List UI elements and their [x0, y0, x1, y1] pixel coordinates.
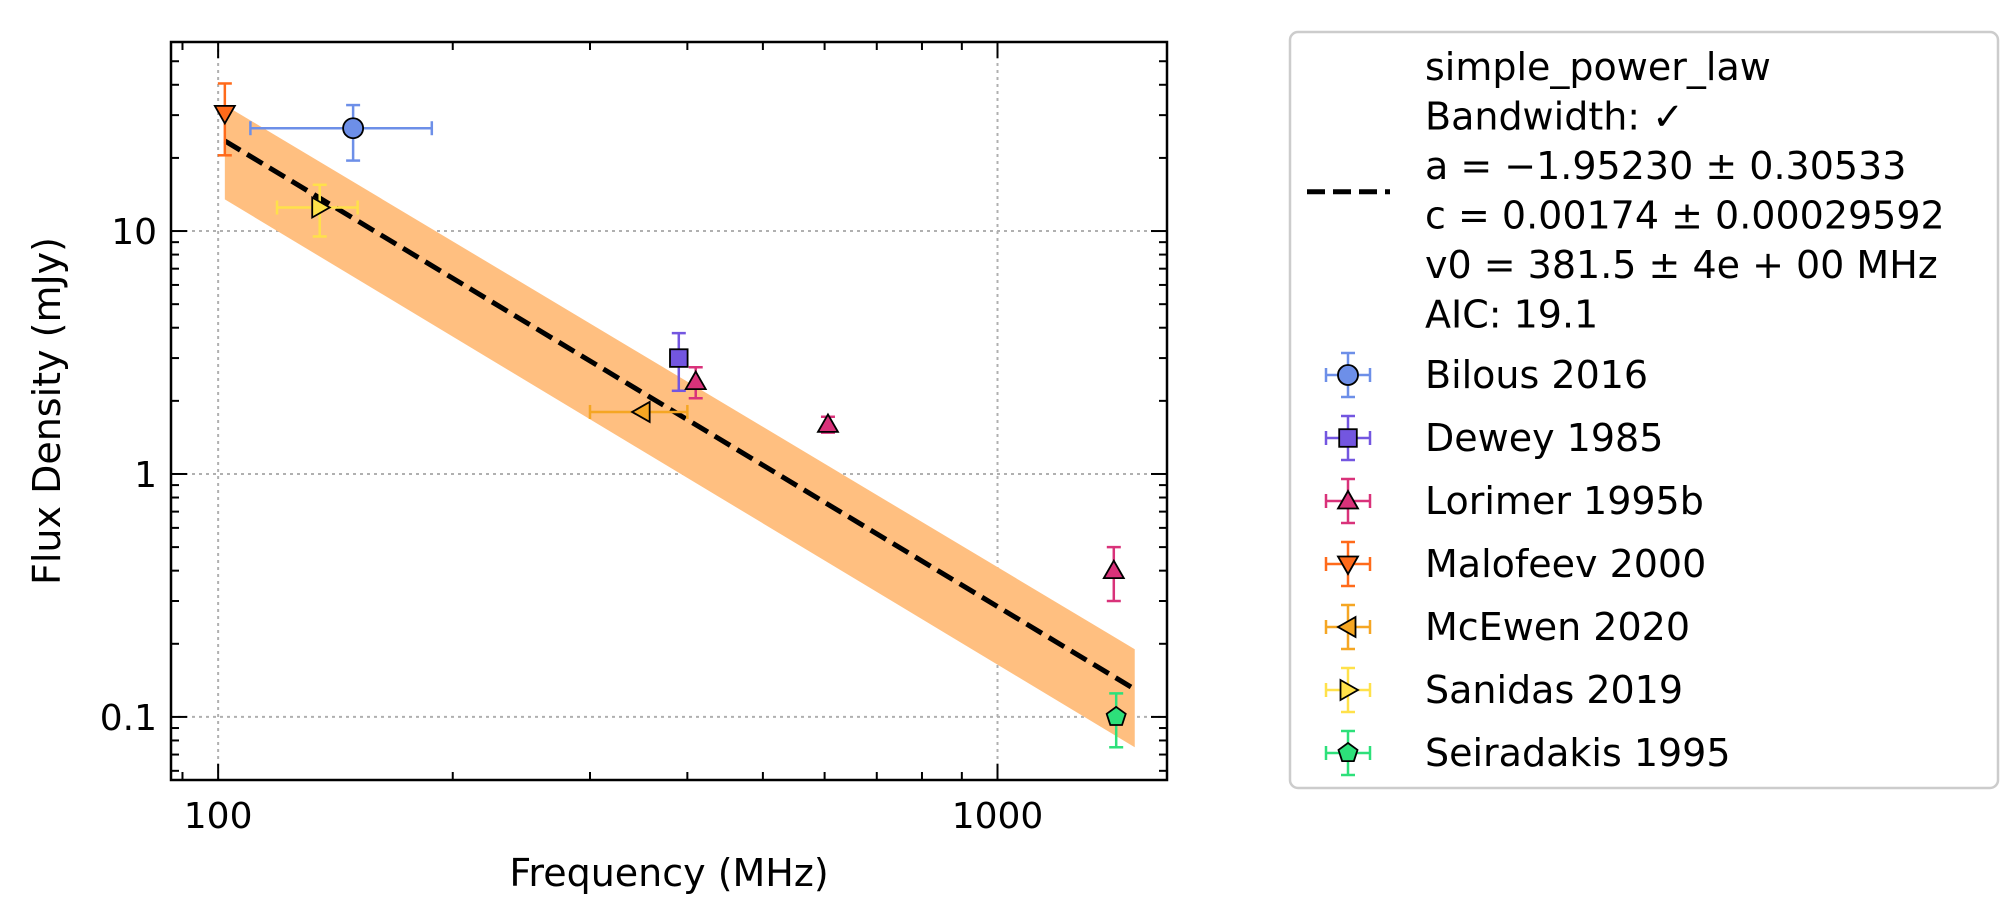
legend-entry: McEwen 2020 [1324, 603, 1690, 651]
data-point [311, 195, 332, 220]
data-point [342, 117, 365, 140]
x-tick-label: 1000 [952, 796, 1044, 837]
y-tick-label: 10 [111, 212, 157, 253]
y-tick-label: 0.1 [100, 698, 157, 739]
data-point [669, 348, 689, 368]
y-axis-label: Flux Density (mJy) [25, 237, 69, 585]
legend-label: Dewey 1985 [1425, 416, 1663, 460]
legend: simple_power_law Bandwidth: ✓ a = −1.95230… [1288, 30, 2000, 790]
legend-label: McEwen 2020 [1425, 605, 1690, 649]
fit-line [223, 138, 1137, 692]
legend-fit-text: Bandwidth: ✓ [1425, 95, 1684, 139]
data-point [1102, 558, 1126, 580]
legend-entry: Seiradakis 1995 [1324, 729, 1731, 777]
legend-entry: Malofeev 2000 [1324, 540, 1706, 588]
legend-fit-text: simple_power_law [1425, 45, 1771, 89]
legend-label: Sanidas 2019 [1425, 668, 1683, 712]
legend-marker [1337, 364, 1359, 386]
series-malofeev-2000 [213, 82, 237, 157]
plot-area [171, 42, 1167, 780]
series-mcewen-2020 [588, 400, 689, 424]
legend-entry: Dewey 1985 [1324, 414, 1663, 462]
series-sanidas-2019 [275, 183, 359, 238]
legend-marker [1336, 489, 1360, 510]
legend-label: Lorimer 1995b [1425, 479, 1704, 523]
data-point [816, 412, 840, 433]
legend-fit-text: c = 0.00174 ± 0.00029592 [1425, 194, 1945, 238]
legend-fit-text: AIC: 19.1 [1425, 293, 1598, 337]
series-dewey-1985 [669, 331, 689, 393]
legend-label: Malofeev 2000 [1425, 542, 1706, 586]
plot-frame [169, 40, 1169, 782]
data-point [630, 400, 651, 424]
legend-label: Seiradakis 1995 [1425, 731, 1731, 775]
legend-marker [1337, 741, 1359, 762]
data-point [213, 104, 237, 126]
legend-label: Bilous 2016 [1425, 353, 1648, 397]
data-point [684, 369, 708, 391]
legend-marker [1336, 615, 1357, 639]
y-tick-label: 1 [134, 455, 157, 496]
legend-entry: Sanidas 2019 [1324, 666, 1683, 714]
fit-uncertainty-band [224, 105, 1135, 748]
legend-marker [1339, 678, 1360, 702]
x-tick-label: 100 [184, 796, 253, 837]
axes: 100 1000 0.1 1 10 [100, 40, 1169, 837]
legend-entry: Lorimer 1995b [1324, 477, 1704, 525]
series-bilous-2016 [249, 103, 434, 162]
legend-fit-text: v0 = 381.5 ± 4e + 00 MHz [1425, 243, 1938, 287]
series-seiradakis-1995 [1105, 692, 1127, 749]
legend-entry: Bilous 2016 [1324, 351, 1648, 399]
legend-marker [1338, 428, 1358, 448]
legend-marker [1336, 555, 1360, 576]
series-lorimer-1995b [684, 366, 1126, 603]
data-point [1105, 705, 1127, 726]
legend-box [1288, 30, 2000, 790]
legend-fit-text: a = −1.95230 ± 0.30533 [1425, 144, 1906, 188]
x-axis-label: Frequency (MHz) [509, 851, 828, 895]
